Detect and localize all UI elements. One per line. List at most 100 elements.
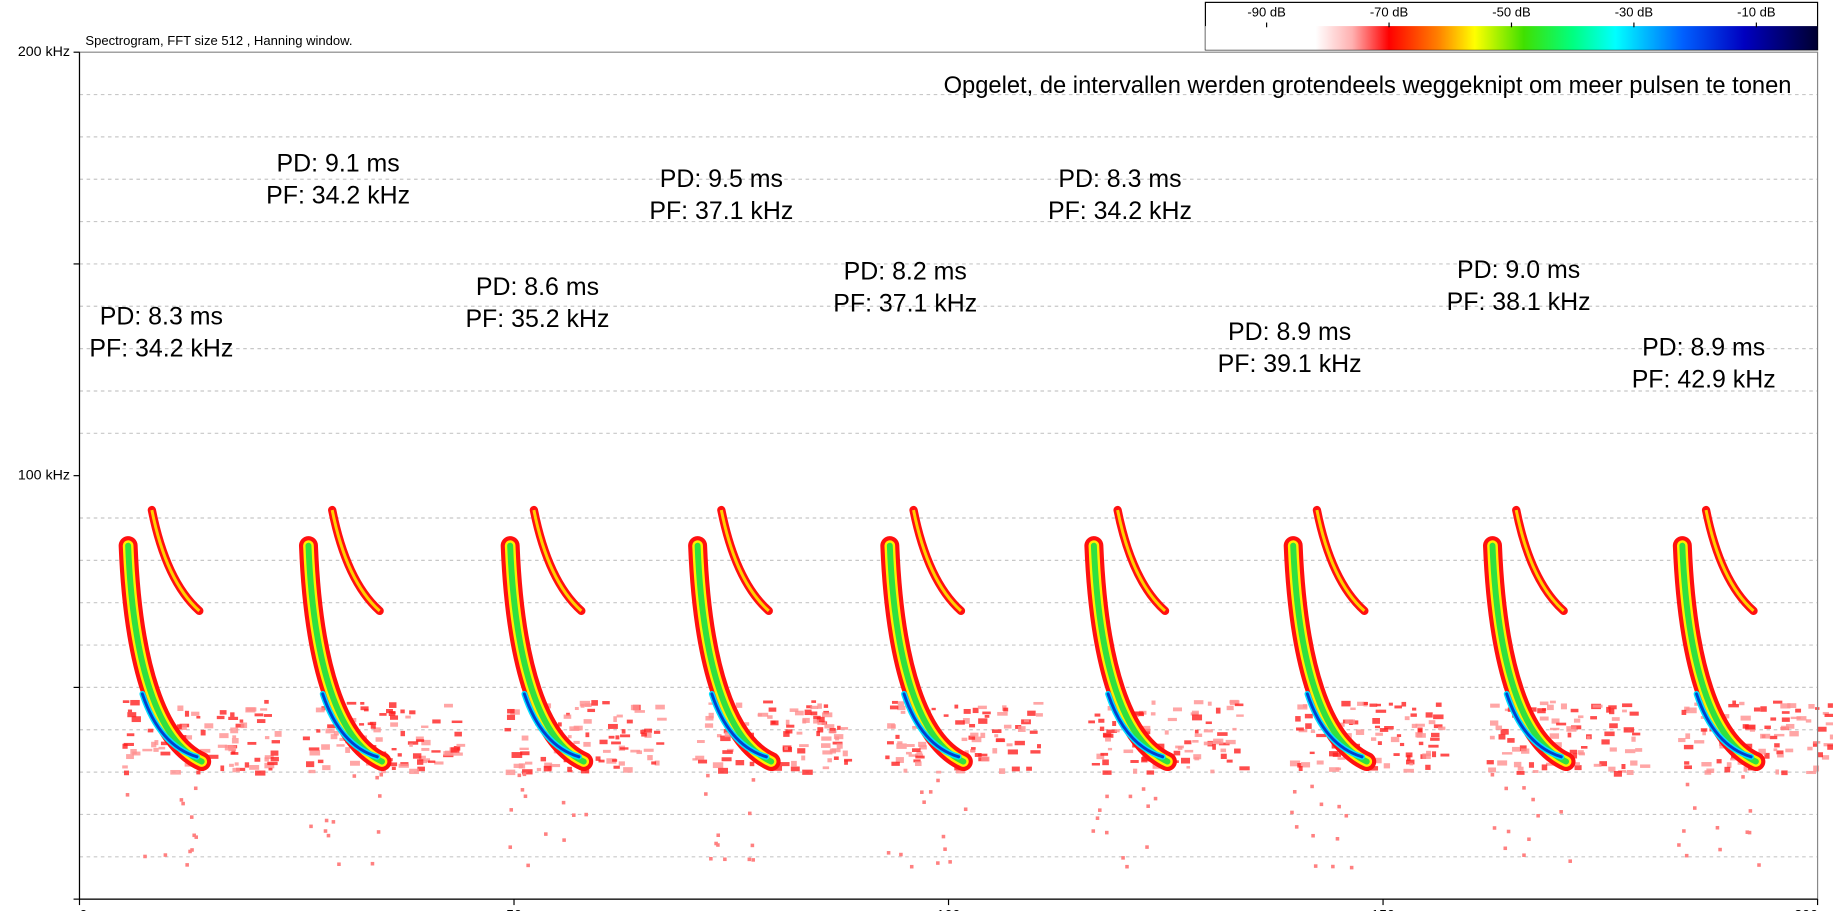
noise xyxy=(254,757,261,762)
noise xyxy=(566,712,570,716)
noise xyxy=(325,728,335,734)
noise xyxy=(1556,722,1567,726)
noise xyxy=(822,766,830,770)
noise xyxy=(1741,775,1745,779)
noise xyxy=(583,719,592,724)
noise xyxy=(832,741,843,745)
noise xyxy=(127,709,133,713)
noise xyxy=(1433,724,1443,729)
pulse-core xyxy=(710,692,768,759)
noise xyxy=(720,735,731,742)
noise xyxy=(1606,706,1611,713)
noise xyxy=(585,732,590,738)
noise xyxy=(375,737,383,742)
noise xyxy=(1622,709,1627,713)
noise xyxy=(810,705,819,710)
noise xyxy=(1440,753,1450,757)
noise xyxy=(962,718,970,724)
noise xyxy=(231,749,236,755)
noise xyxy=(1290,810,1294,815)
noise xyxy=(1409,762,1414,766)
noise xyxy=(599,739,608,745)
noise xyxy=(651,761,657,765)
noise xyxy=(1192,714,1203,721)
noise xyxy=(1790,716,1801,720)
noise xyxy=(513,763,524,769)
noise xyxy=(230,727,239,734)
noise xyxy=(321,744,330,750)
noise xyxy=(185,863,189,867)
noise xyxy=(1604,731,1615,737)
noise xyxy=(1624,749,1636,754)
noise xyxy=(885,755,890,760)
noise xyxy=(1760,733,1771,739)
annotation: PF: 39.1 kHz xyxy=(1218,350,1362,378)
noise xyxy=(1744,743,1753,748)
noise xyxy=(264,699,269,704)
noise xyxy=(1536,813,1540,818)
noise xyxy=(797,748,806,754)
noise xyxy=(821,736,832,741)
noise xyxy=(1774,743,1780,748)
noise xyxy=(1133,768,1138,774)
noise xyxy=(444,750,453,756)
harmonic xyxy=(1514,509,1565,612)
noise xyxy=(352,774,357,778)
noise xyxy=(322,765,331,771)
noise xyxy=(1232,727,1237,731)
noise xyxy=(415,736,424,742)
noise xyxy=(1029,730,1038,734)
noise xyxy=(747,811,752,816)
noise xyxy=(995,738,1006,743)
noise xyxy=(379,713,387,716)
noise xyxy=(1504,786,1509,791)
noise xyxy=(1394,705,1402,709)
noise xyxy=(931,707,936,711)
noise xyxy=(1781,717,1790,722)
noise xyxy=(1006,743,1013,747)
noise xyxy=(1522,786,1526,790)
noise xyxy=(1490,703,1500,708)
colorbar-tick-label: -70 dB xyxy=(1370,4,1408,19)
noise xyxy=(1497,760,1508,766)
noise xyxy=(1776,750,1784,755)
noise xyxy=(263,714,272,717)
noise xyxy=(143,854,147,859)
noise xyxy=(1310,730,1316,733)
noise xyxy=(1608,766,1616,772)
noise xyxy=(750,843,755,848)
noise xyxy=(179,798,184,802)
noise xyxy=(1104,830,1109,835)
noise xyxy=(416,759,424,765)
noise xyxy=(1164,730,1169,735)
noise xyxy=(1302,704,1308,708)
noise xyxy=(1622,703,1633,708)
annotation: PF: 37.1 kHz xyxy=(649,197,793,225)
noise xyxy=(779,762,790,767)
noise xyxy=(1433,714,1444,720)
noise xyxy=(1175,745,1184,749)
noise xyxy=(718,767,729,774)
noise xyxy=(1410,713,1417,717)
noise xyxy=(359,723,365,726)
noise xyxy=(1418,741,1424,746)
noise xyxy=(802,769,813,775)
noise xyxy=(417,766,425,772)
noise xyxy=(970,732,979,737)
noise xyxy=(915,761,922,767)
noise xyxy=(1088,720,1095,724)
noise xyxy=(716,833,721,838)
noise xyxy=(1574,765,1582,771)
noise xyxy=(1541,764,1548,771)
noise xyxy=(997,711,1008,716)
noise xyxy=(1153,796,1158,801)
noise xyxy=(1095,816,1100,820)
noise xyxy=(1319,802,1324,807)
noise xyxy=(231,737,239,744)
noise xyxy=(822,750,833,755)
noise xyxy=(1390,736,1400,743)
noise xyxy=(217,744,228,748)
harmonic xyxy=(1704,509,1755,612)
noise xyxy=(1375,732,1383,736)
